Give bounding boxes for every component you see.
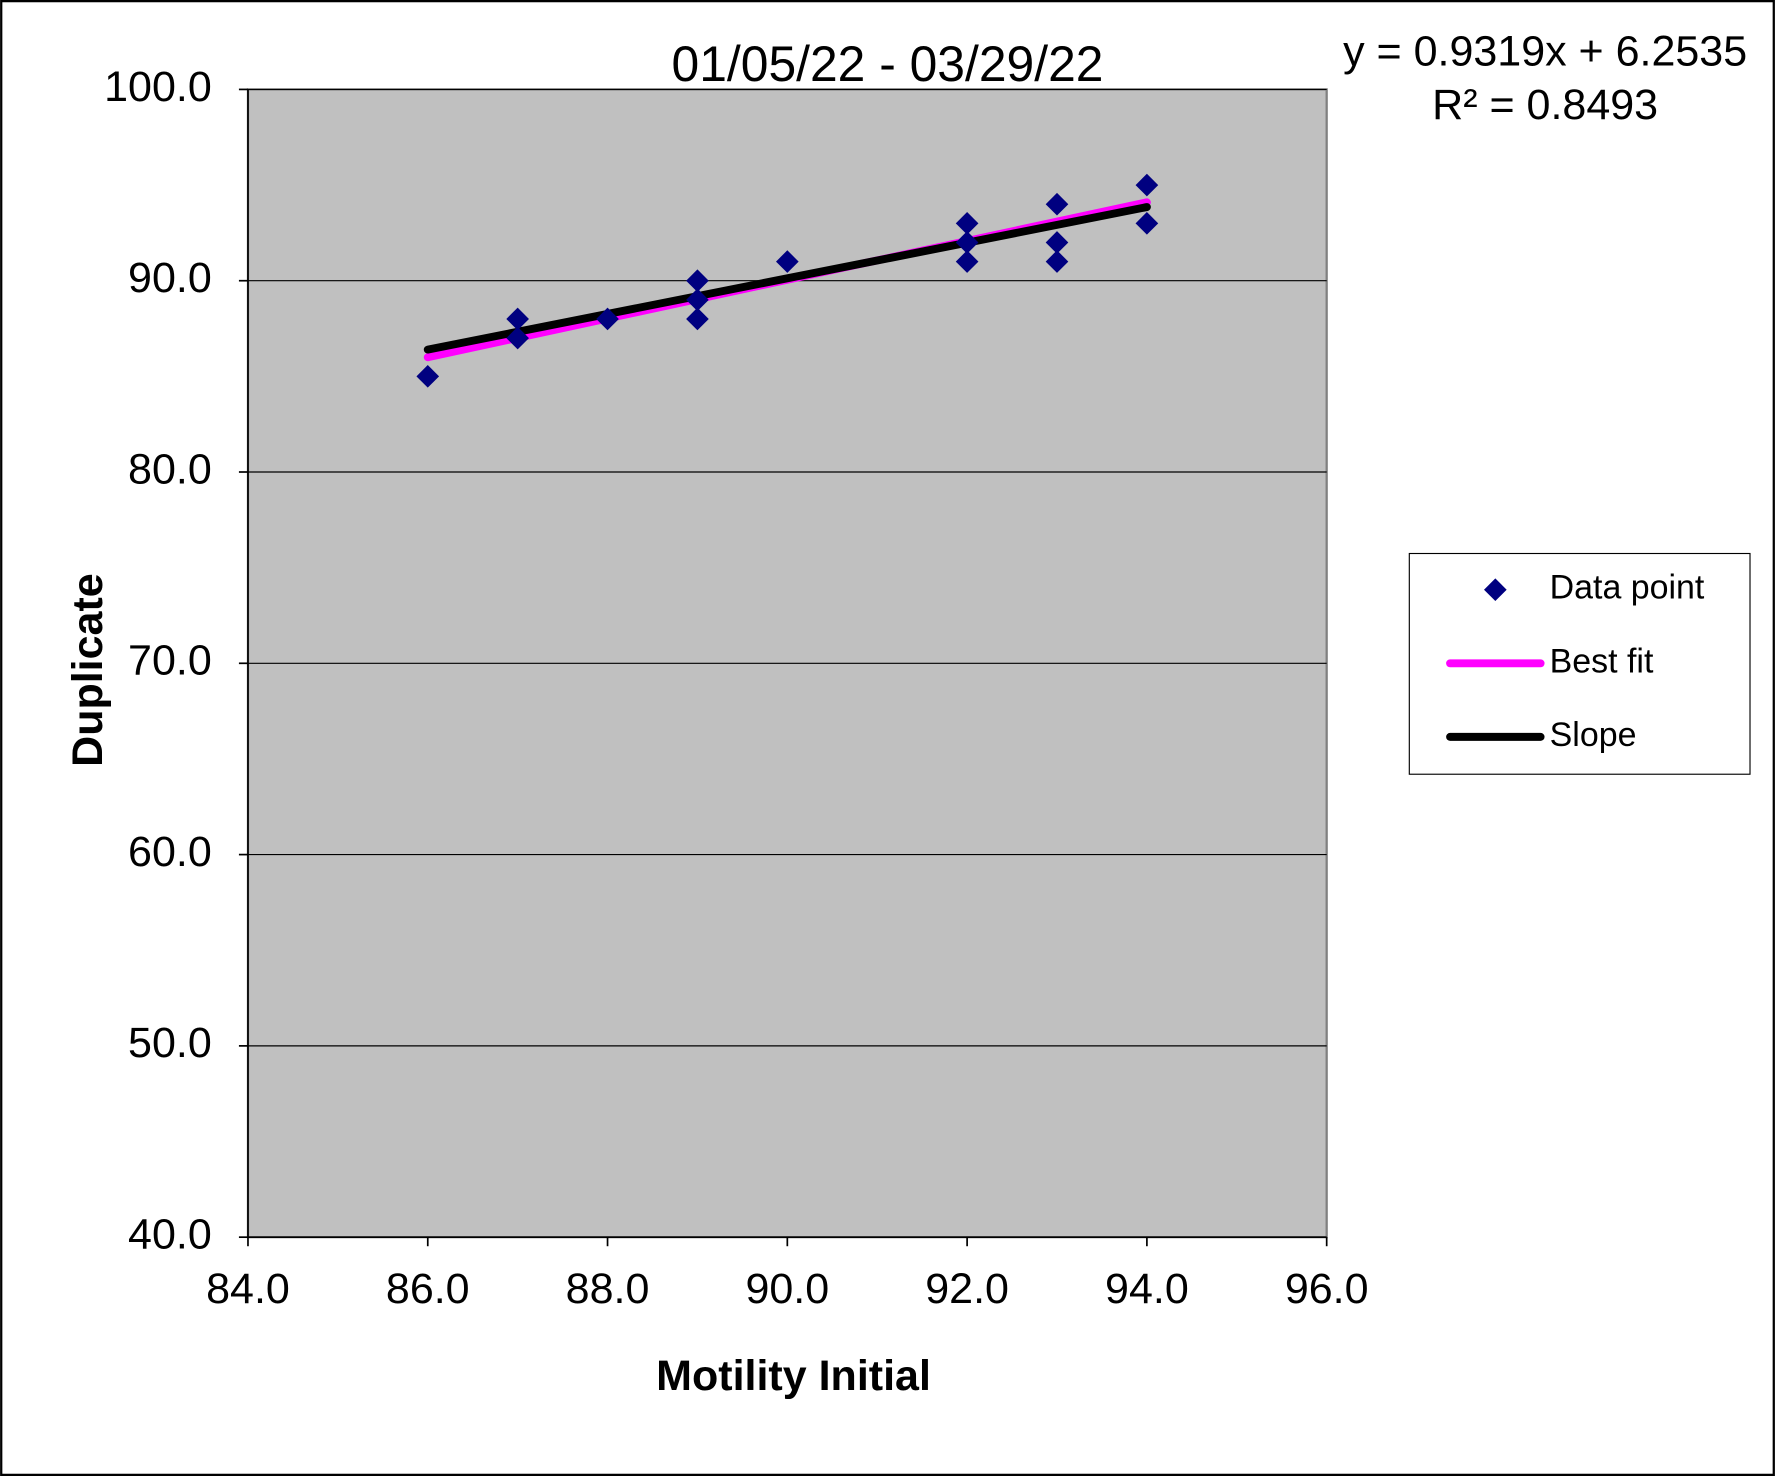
- data-point: [776, 250, 799, 273]
- data-point: [1045, 231, 1069, 254]
- x-tick-label: 88.0: [566, 1265, 650, 1313]
- chart-title: 01/05/22 - 03/29/22: [672, 36, 1104, 92]
- data-point: [1135, 212, 1159, 235]
- data-point: [416, 365, 440, 388]
- data-point: [1135, 173, 1159, 197]
- y-tick-label: 70.0: [128, 637, 212, 685]
- data-point: [1045, 250, 1069, 273]
- data-point: [686, 269, 709, 293]
- data-point: [955, 231, 979, 254]
- x-tick-label: 84.0: [206, 1265, 290, 1313]
- y-tick-label: 60.0: [128, 828, 212, 876]
- y-tick-label: 50.0: [128, 1019, 212, 1067]
- data-point: [686, 288, 709, 312]
- legend-marker: [1484, 578, 1507, 602]
- legend-label: Data point: [1550, 569, 1705, 607]
- y-tick-label: 100.0: [104, 63, 212, 111]
- data-point: [1045, 192, 1069, 216]
- y-tick-label: 90.0: [128, 254, 212, 302]
- x-tick-label: 92.0: [925, 1265, 1009, 1313]
- legend-label: Best fit: [1550, 642, 1654, 680]
- equation: y = 0.9319x + 6.2535: [1343, 28, 1747, 76]
- fit-line: [423, 203, 1151, 354]
- data-point: [955, 212, 979, 235]
- r-squared: R² = 0.8493: [1432, 81, 1658, 129]
- data-point: [955, 250, 979, 273]
- x-tick-label: 94.0: [1105, 1265, 1189, 1313]
- x-tick-label: 96.0: [1285, 1265, 1369, 1313]
- y-axis-title: Duplicate: [64, 573, 112, 767]
- x-tick-label: 86.0: [386, 1265, 470, 1313]
- y-tick-label: 80.0: [128, 445, 212, 493]
- x-tick-label: 90.0: [745, 1265, 829, 1313]
- legend-label: Slope: [1550, 716, 1637, 754]
- data-point: [686, 307, 709, 331]
- x-axis-title: Motility Initial: [656, 1352, 931, 1400]
- y-tick-label: 40.0: [128, 1211, 212, 1259]
